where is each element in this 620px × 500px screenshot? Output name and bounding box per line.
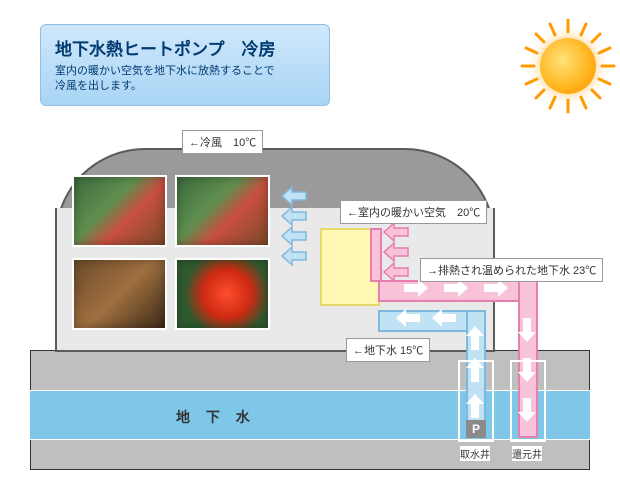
photo-3: [72, 258, 167, 330]
diagram-canvas: P: [0, 0, 620, 500]
aquifer-layer: [30, 390, 590, 440]
label-return-well: 還元井: [512, 446, 542, 461]
label-heated-gw: →排熱され温められた地下水 23℃: [420, 258, 603, 282]
pump-box: P: [466, 420, 486, 438]
title-sub1: 室内の暖かい空気を地下水に放熱することで: [55, 64, 315, 79]
return-well: [510, 360, 546, 442]
photo-1: [72, 175, 167, 247]
photo-4: [175, 258, 270, 330]
pipe-hot-out-h: [378, 280, 538, 302]
title-main: 地下水熱ヒートポンプ 冷房: [55, 35, 315, 60]
title-box: 地下水熱ヒートポンプ 冷房 室内の暖かい空気を地下水に放熱することで 冷風を出し…: [40, 24, 330, 106]
label-intake-well: 取水井: [460, 446, 490, 461]
label-groundwater-in: ←地下水 15℃: [346, 338, 430, 362]
label-cold-air: ←冷風 10℃: [182, 130, 263, 154]
sun-icon: [540, 38, 596, 94]
title-sub2: 冷風を出します。: [55, 79, 315, 94]
label-aquifer: 地 下 水: [170, 404, 262, 430]
photo-2: [175, 175, 270, 247]
label-warm-air: ←室内の暖かい空気 20℃: [340, 200, 487, 224]
pipe-warm-air-in: [370, 228, 382, 282]
